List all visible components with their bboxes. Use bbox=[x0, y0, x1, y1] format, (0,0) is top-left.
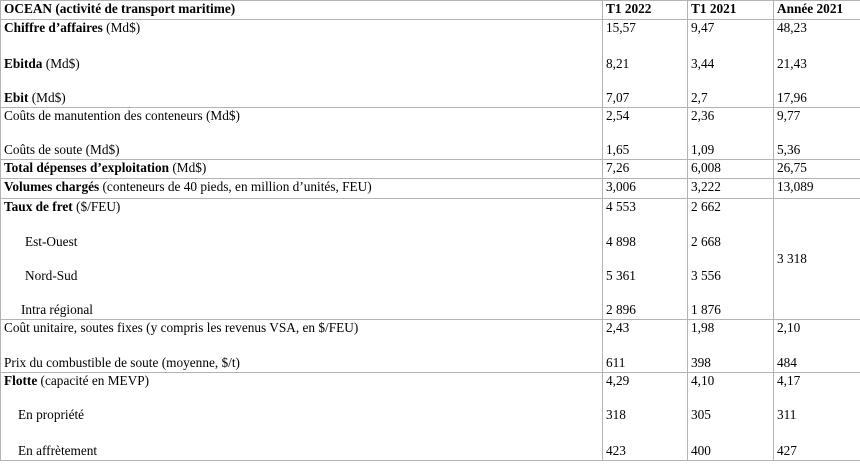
row-label: Est-Ouest bbox=[0, 233, 603, 268]
table-row: En propriété 318 305 311 bbox=[0, 406, 860, 443]
cell-annee-2021: 311 bbox=[773, 406, 860, 443]
row-label-unit: (conteneurs de 40 pieds, en million d’un… bbox=[99, 179, 372, 195]
table-row: Volumes chargés (conteneurs de 40 pieds,… bbox=[0, 178, 860, 199]
row-label: Coût unitaire, soutes fixes (y compris l… bbox=[0, 319, 603, 355]
row-label: Coûts de manutention des conteneurs (Md$… bbox=[0, 107, 603, 142]
cell-t1-2022: 3,006 bbox=[602, 178, 688, 199]
cell-t1-2022: 611 bbox=[602, 354, 688, 373]
cell-t1-2022: 2,54 bbox=[602, 107, 688, 142]
cell-t1-2022: 423 bbox=[602, 442, 688, 461]
table-row: Ebitda (Md$) 8,21 3,44 21,43 bbox=[0, 55, 860, 90]
table-row: Flotte (capacité en MEVP) 4,29 4,10 4,17 bbox=[0, 372, 860, 407]
cell-t1-2021: 1,09 bbox=[687, 141, 774, 160]
cell-annee-2021: 2,10 bbox=[773, 319, 860, 355]
row-label-bold: Ebitda bbox=[4, 55, 43, 71]
cell-t1-2022: 7,26 bbox=[602, 159, 688, 179]
cell-annee-2021: 5,36 bbox=[773, 141, 860, 160]
table-row: Chiffre d’affaires (Md$) 15,57 9,47 48,2… bbox=[0, 19, 860, 56]
table-header-row: OCEAN (activité de transport maritime) T… bbox=[0, 0, 860, 20]
cell-annee-2021: 13,089 bbox=[773, 178, 860, 199]
cell-annee-2021: 484 bbox=[773, 354, 860, 373]
cell-t1-2022: 4 553 bbox=[602, 198, 688, 234]
cell-t1-2021: 305 bbox=[687, 406, 774, 443]
header-label: OCEAN (activité de transport maritime) bbox=[0, 0, 603, 20]
row-label: Prix du combustible de soute (moyenne, $… bbox=[0, 354, 603, 373]
row-label: En propriété bbox=[0, 406, 603, 443]
row-label: Flotte (capacité en MEVP) bbox=[0, 372, 603, 407]
row-label: En affrètement bbox=[0, 442, 603, 461]
cell-t1-2021: 1,98 bbox=[687, 319, 774, 355]
cell-annee-2021: 21,43 bbox=[773, 55, 860, 90]
table-row: Taux de fret ($/FEU) 4 553 2 662 3 318 bbox=[0, 198, 860, 320]
cell-t1-2021: 1 876 bbox=[687, 301, 774, 320]
row-label: Chiffre d’affaires (Md$) bbox=[0, 19, 603, 56]
header-t1-2021: T1 2021 bbox=[687, 0, 774, 20]
table-row: Total dépenses d’exploitation (Md$) 7,26… bbox=[0, 159, 860, 179]
cell-t1-2021: 3,44 bbox=[687, 55, 774, 90]
row-label-bold: Taux de fret bbox=[4, 199, 73, 215]
cell-t1-2022: 318 bbox=[602, 406, 688, 443]
table-row: Prix du combustible de soute (moyenne, $… bbox=[0, 354, 860, 373]
row-label-unit: (Md$) bbox=[102, 20, 141, 36]
cell-t1-2022: 2,43 bbox=[602, 319, 688, 355]
cell-t1-2021: 400 bbox=[687, 442, 774, 461]
cell-t1-2022: 1,65 bbox=[602, 141, 688, 160]
cell-t1-2022: 7,07 bbox=[602, 89, 688, 108]
row-label-unit: ($/FEU) bbox=[72, 199, 121, 215]
cell-annee-2021: 9,77 bbox=[773, 107, 860, 142]
row-label-bold: Ebit bbox=[4, 89, 29, 105]
row-label-bold: Flotte bbox=[4, 373, 38, 389]
cell-t1-2021: 6,008 bbox=[687, 159, 774, 179]
row-label: Coûts de soute (Md$) bbox=[0, 141, 603, 160]
cell-t1-2022: 5 361 bbox=[602, 267, 688, 302]
row-label-unit: (Md$) bbox=[28, 89, 66, 105]
table-row: Ebit (Md$) 7,07 2,7 17,96 bbox=[0, 89, 860, 108]
cell-annee-2021: 48,23 bbox=[773, 19, 860, 56]
cell-t1-2022: 2 896 bbox=[602, 301, 688, 320]
table-row: Nord-Sud 5 361 3 556 bbox=[0, 267, 860, 302]
table-row: Est-Ouest 4 898 2 668 bbox=[0, 233, 860, 268]
cell-annee-2021: 17,96 bbox=[773, 89, 860, 108]
cell-annee-2021: 4,17 bbox=[773, 372, 860, 407]
row-label: Taux de fret ($/FEU) bbox=[0, 198, 603, 234]
cell-t1-2021: 2,36 bbox=[687, 107, 774, 142]
cell-t1-2022: 15,57 bbox=[602, 19, 688, 56]
cell-t1-2021: 2 662 bbox=[687, 198, 774, 234]
row-label: Volumes chargés (conteneurs de 40 pieds,… bbox=[0, 178, 603, 199]
row-label-unit: (Md$) bbox=[42, 55, 80, 71]
row-label: Ebit (Md$) bbox=[0, 89, 603, 108]
row-label-unit: (capacité en MEVP) bbox=[37, 373, 150, 389]
ocean-financial-table: OCEAN (activité de transport maritime) T… bbox=[0, 0, 860, 461]
row-label: Ebitda (Md$) bbox=[0, 55, 603, 90]
header-t1-2022: T1 2022 bbox=[602, 0, 688, 20]
cell-t1-2021: 3 556 bbox=[687, 267, 774, 302]
row-label-bold: Chiffre d’affaires bbox=[4, 20, 103, 36]
row-label-unit: (Md$) bbox=[169, 160, 207, 176]
table-row: Coûts de manutention des conteneurs (Md$… bbox=[0, 107, 860, 142]
cell-t1-2022: 8,21 bbox=[602, 55, 688, 90]
cell-annee-2021: 26,75 bbox=[773, 159, 860, 179]
cell-t1-2021: 3,222 bbox=[687, 178, 774, 199]
table-row: Intra régional 2 896 1 876 bbox=[0, 301, 860, 320]
cell-t1-2021: 398 bbox=[687, 354, 774, 373]
cell-t1-2022: 4 898 bbox=[602, 233, 688, 268]
row-label: Intra régional bbox=[0, 301, 603, 320]
cell-annee-2021-merged: 3 318 bbox=[773, 198, 860, 320]
table-row: En affrètement 423 400 427 bbox=[0, 442, 860, 461]
cell-t1-2021: 9,47 bbox=[687, 19, 774, 56]
header-annee-2021: Année 2021 bbox=[773, 0, 860, 20]
cell-t1-2021: 2 668 bbox=[687, 233, 774, 268]
cell-annee-2021: 427 bbox=[773, 442, 860, 461]
row-label: Nord-Sud bbox=[0, 267, 603, 302]
cell-t1-2021: 4,10 bbox=[687, 372, 774, 407]
table-row: Coûts de soute (Md$) 1,65 1,09 5,36 bbox=[0, 141, 860, 160]
row-label: Total dépenses d’exploitation (Md$) bbox=[0, 159, 603, 179]
row-label-bold: Volumes chargés bbox=[4, 179, 100, 195]
cell-t1-2021: 2,7 bbox=[687, 89, 774, 108]
row-label-bold: Total dépenses d’exploitation bbox=[4, 160, 170, 176]
table-row: Coût unitaire, soutes fixes (y compris l… bbox=[0, 319, 860, 355]
cell-t1-2022: 4,29 bbox=[602, 372, 688, 407]
